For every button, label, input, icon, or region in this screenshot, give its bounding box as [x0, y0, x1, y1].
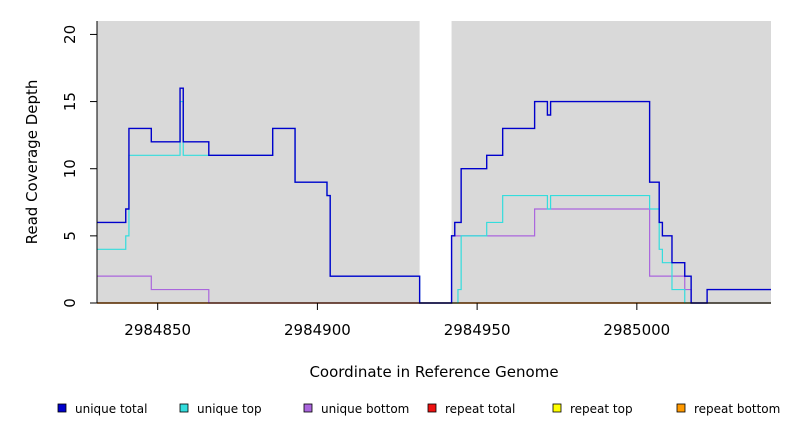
x-tick-label: 2985000	[603, 321, 670, 339]
x-tick-label: 2984950	[444, 321, 511, 339]
x-ticks: 2984850 2984900 2984950 2985000	[124, 303, 670, 339]
y-tick-label: 20	[61, 25, 79, 44]
legend-label: unique top	[197, 402, 262, 416]
gap-region	[419, 21, 452, 303]
y-ticks: 0 5 10 15 20	[61, 25, 97, 308]
legend-swatch	[552, 403, 562, 413]
legend-swatch	[427, 403, 437, 413]
legend-label: unique total	[75, 402, 147, 416]
y-axis-title: Read Coverage Depth	[23, 80, 41, 245]
series-line-unique-bottom	[97, 208, 771, 304]
y-tick-label: 0	[61, 298, 79, 308]
x-tick-label: 2984900	[284, 321, 351, 339]
y-tick-label: 15	[61, 92, 79, 111]
y-tick-label: 5	[61, 231, 79, 241]
legend-label: repeat total	[445, 402, 515, 416]
legend-swatch	[303, 403, 313, 413]
y-tick-label: 10	[61, 159, 79, 178]
legend-swatch	[57, 403, 67, 413]
x-tick-label: 2984850	[124, 321, 191, 339]
legend-swatch	[676, 403, 686, 413]
legend-label: repeat top	[570, 402, 633, 416]
legend-label: unique bottom	[321, 402, 409, 416]
series-line-unique-total	[97, 87, 771, 304]
legend: unique total unique top unique bottom repea…	[57, 402, 780, 416]
legend-label: repeat bottom	[694, 402, 780, 416]
x-axis-title: Coordinate in Reference Genome	[309, 363, 558, 381]
legend-swatch	[179, 403, 189, 413]
